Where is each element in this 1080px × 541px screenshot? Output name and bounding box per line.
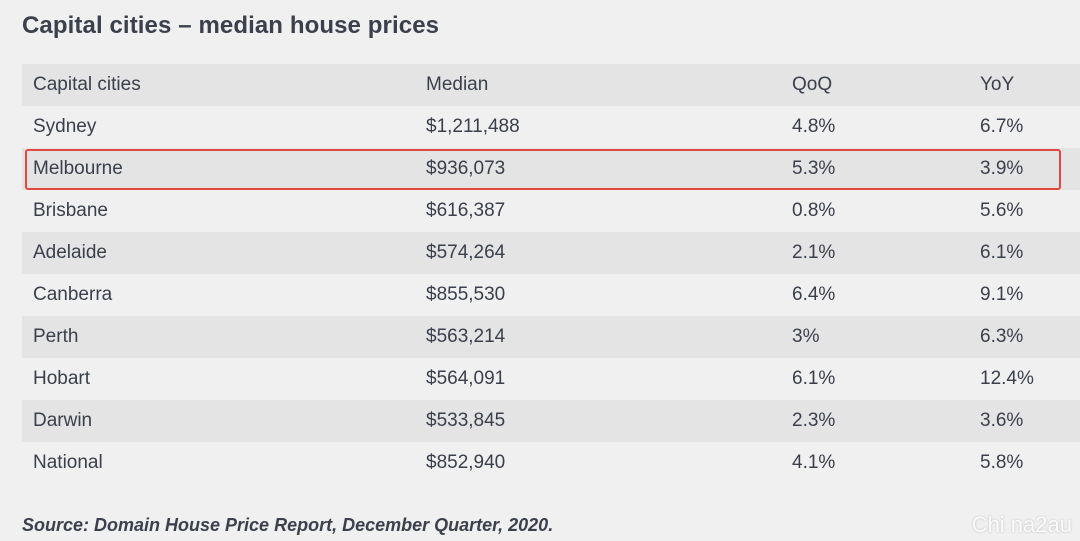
yoy-cell: 6.1%: [980, 242, 1024, 263]
qoq-cell: 2.1%: [792, 242, 836, 263]
city-cell: Canberra: [33, 284, 113, 305]
median-cell: $852,940: [426, 452, 506, 473]
qoq-cell: 6.1%: [792, 368, 836, 389]
yoy-cell: 3.9%: [980, 158, 1024, 179]
qoq-cell: 6.4%: [792, 284, 836, 305]
city-cell: Adelaide: [33, 242, 107, 263]
median-cell: $855,530: [426, 284, 506, 305]
city-cell: Darwin: [33, 410, 93, 431]
median-cell: $564,091: [426, 368, 506, 389]
table-row: Sydney $1,211,488 4.8% 6.7%: [22, 106, 1080, 148]
watermark: Chi na2au: [971, 512, 1072, 537]
qoq-cell: 4.1%: [792, 452, 836, 473]
column-header-qoq: QoQ: [792, 74, 833, 95]
qoq-cell: 4.8%: [792, 116, 836, 137]
qoq-cell: 3%: [792, 326, 820, 347]
yoy-cell: 5.8%: [980, 452, 1024, 473]
city-cell: Hobart: [33, 368, 91, 389]
table-row: Adelaide $574,264 2.1% 6.1%: [22, 232, 1080, 274]
city-cell: Sydney: [33, 116, 97, 137]
median-cell: $574,264: [426, 242, 506, 263]
table-row: Darwin $533,845 2.3% 3.6%: [22, 400, 1080, 442]
yoy-cell: 12.4%: [980, 368, 1034, 389]
page-title: Capital cities – median house prices: [22, 12, 440, 39]
table-row: Perth $563,214 3% 6.3%: [22, 316, 1080, 358]
table-row: Brisbane $616,387 0.8% 5.6%: [22, 190, 1080, 232]
source-note: Source: Domain House Price Report, Decem…: [22, 515, 554, 535]
qoq-cell: 2.3%: [792, 410, 836, 431]
column-header-yoy: YoY: [980, 74, 1015, 95]
yoy-cell: 6.3%: [980, 326, 1024, 347]
yoy-cell: 5.6%: [980, 200, 1024, 221]
qoq-cell: 5.3%: [792, 158, 836, 179]
median-cell: $1,211,488: [426, 116, 520, 137]
yoy-cell: 9.1%: [980, 284, 1024, 305]
table-row: Hobart $564,091 6.1% 12.4%: [22, 358, 1080, 400]
city-cell: National: [33, 452, 103, 473]
city-cell: Melbourne: [33, 158, 123, 179]
median-cell: $936,073: [426, 158, 506, 179]
column-header-median: Median: [426, 74, 489, 95]
qoq-cell: 0.8%: [792, 200, 836, 221]
median-cell: $616,387: [426, 200, 506, 221]
median-cell: $533,845: [426, 410, 506, 431]
median-cell: $563,214: [426, 326, 506, 347]
table-row: Melbourne $936,073 5.3% 3.9%: [22, 148, 1080, 190]
table-header-row: Capital cities Median QoQ YoY: [22, 64, 1080, 106]
table-row: Canberra $855,530 6.4% 9.1%: [22, 274, 1080, 316]
price-table: Capital cities Median QoQ YoY Sydney $1,…: [22, 64, 1080, 484]
column-header-city: Capital cities: [33, 74, 141, 95]
city-cell: Brisbane: [33, 200, 108, 221]
yoy-cell: 3.6%: [980, 410, 1024, 431]
yoy-cell: 6.7%: [980, 116, 1024, 137]
table-row: National $852,940 4.1% 5.8%: [22, 442, 1080, 484]
city-cell: Perth: [33, 326, 79, 347]
